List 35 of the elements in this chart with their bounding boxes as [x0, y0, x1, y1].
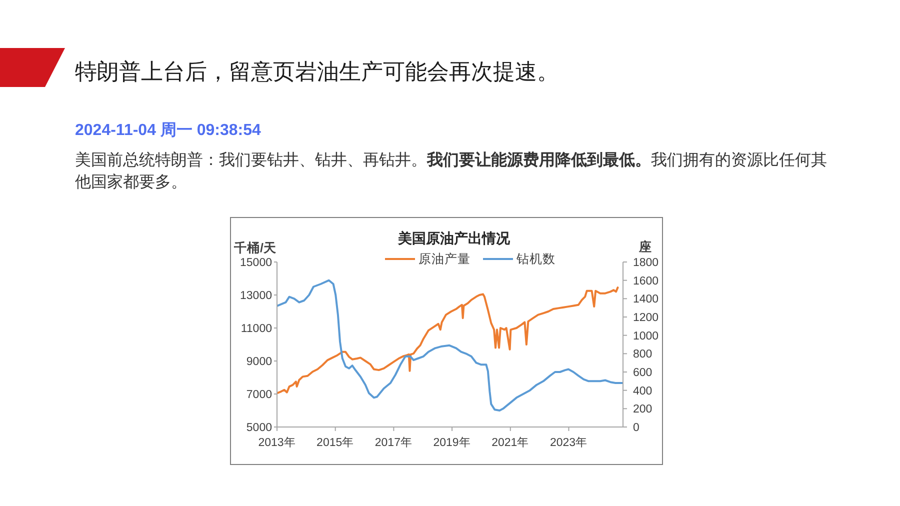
legend-label: 钻机数 — [516, 252, 556, 266]
y-tick-label: 7000 — [246, 389, 272, 402]
y2-tick-label: 1000 — [633, 330, 659, 342]
y2-tick-label: 800 — [633, 348, 652, 361]
y-axis-title: 千桶/天 — [234, 241, 276, 255]
y2-axis-title: 座 — [639, 240, 652, 254]
y2-tick-label: 0 — [633, 422, 640, 434]
x-tick-label: 2023年 — [550, 436, 588, 450]
y2-tick-label: 1400 — [633, 294, 659, 306]
x-tick-label: 2015年 — [316, 436, 354, 450]
y2-tick-label: 400 — [633, 385, 652, 398]
text: 我们拥有的资源比任何其 — [651, 152, 827, 169]
y-tick-label: 5000 — [246, 422, 272, 434]
y-tick-label: 13000 — [240, 290, 272, 302]
x-tick-label: 2017年 — [374, 436, 412, 450]
text: 他国家都要多。 — [75, 174, 187, 191]
y2-tick-label: 600 — [633, 367, 652, 380]
legend-label: 原油产量 — [418, 252, 470, 266]
y2-tick-label: 1600 — [633, 275, 659, 288]
y2-tick-label: 1200 — [633, 312, 659, 324]
y-tick-label: 15000 — [240, 257, 272, 270]
x-tick-label: 2021年 — [492, 436, 530, 450]
text: 我们要让能源费用降低到最低。 — [427, 152, 651, 169]
x-tick-label: 2013年 — [258, 436, 296, 450]
y-tick-label: 9000 — [246, 356, 272, 368]
text: 美国前总统特朗普：我们要钻井、钻井、再钻井。 — [75, 152, 427, 169]
y-tick-label: 11000 — [240, 323, 272, 336]
text: 2024-11-04 周一 09:38:54 — [75, 122, 261, 139]
y2-tick-label: 1800 — [633, 257, 659, 270]
y2-tick-label: 200 — [633, 404, 652, 416]
x-tick-label: 2019年 — [433, 436, 471, 450]
chart-title: 美国原油产出情况 — [398, 230, 510, 246]
line-series — [277, 286, 619, 394]
line-series — [277, 279, 623, 412]
text: 特朗普上台后，留意页岩油生产可能会再次提速。 — [75, 59, 559, 84]
